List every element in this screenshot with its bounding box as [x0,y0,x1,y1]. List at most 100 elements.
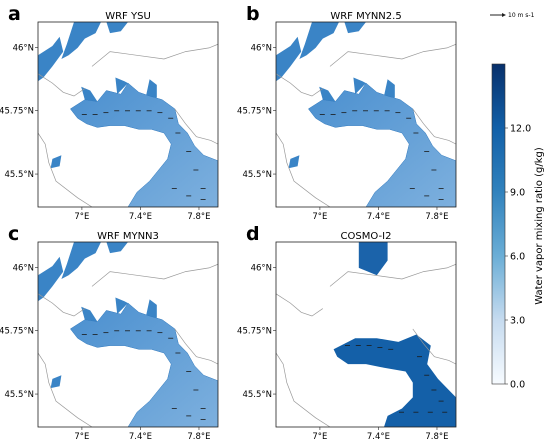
colorbar-title: Water vapor mixing ratio (g/kg) [534,147,545,305]
mixing-ratio-cell [146,79,157,98]
panel-title: WRF MYNN3 [97,231,159,242]
border-line [329,263,456,287]
y-tick-label: 46°N [251,43,272,53]
panel-title: WRF YSU [105,11,151,22]
panel-letter: a [8,3,21,25]
colorbar: 0.0 3.0 6.0 9.0 12.0 Water vapor mixing rati… [491,63,545,391]
x-tick-label: 7.4°E [367,432,390,442]
panel-field [38,242,218,427]
mixing-ratio-cell [50,375,62,389]
border-line [174,108,218,145]
border-line [276,293,323,317]
border-line [91,263,218,287]
colorbar-tick-label: 3.0 [510,316,525,327]
panel-letter: c [8,223,19,245]
panel-title: WRF MYNN2.5 [330,11,401,22]
y-tick-label: 45.5°N [4,170,34,180]
mixing-ratio-cell [276,36,302,82]
border-line [38,132,93,207]
mixing-ratio-cell [288,155,300,169]
mixing-ratio-cell [38,256,64,302]
colorbar-tick-label: 0.0 [510,380,525,391]
y-tick-label: 46°N [13,263,34,273]
y-tick-label: 45.5°N [242,390,272,400]
border-line [38,293,85,317]
mixing-ratio-region [333,334,456,427]
panel-title: COSMO-I2 [341,231,392,242]
panel-field [276,242,456,427]
y-tick-label: 46°N [251,263,272,273]
mixing-ratio-cell [299,22,339,59]
x-tick-label: 7°E [312,212,327,222]
border-line [276,132,331,207]
reference-arrow: 10 m s-1 [490,12,535,19]
mixing-ratio-cell [115,77,128,95]
panel-letter: b [246,3,260,25]
mixing-ratio-cell [358,242,388,276]
panel-frame [275,241,457,428]
panel-field [38,22,218,207]
mixing-ratio-cell [61,22,101,59]
x-tick-label: 7°E [312,432,327,442]
mixing-ratio-cell [61,242,101,279]
x-tick-label: 7.8°E [187,212,210,222]
panel-frame [37,241,219,428]
colorbar-tick-label: 9.0 [510,188,525,199]
reference-arrow-label: 10 m s-1 [508,12,535,19]
panel-a: a WRF YSU 7°E 7.4°E 7.8°E 46°N 45.75°N 45.5°N [0,3,219,222]
border-line [91,43,218,67]
mixing-ratio-cell [38,36,64,82]
border-line [412,108,456,145]
mixing-ratio-cell [384,79,395,98]
colorbar-title-text: Water vapor mixing ratio (g/kg) [534,147,545,305]
panel-frame [275,21,457,208]
colorbar-tick-label: 12.0 [510,124,531,135]
border-line [329,43,456,67]
y-tick-label: 45.75°N [237,107,272,117]
colorbar-ticks: 0.0 3.0 6.0 9.0 12.0 [505,124,531,391]
mixing-ratio-cell [319,86,336,102]
mixing-ratio-cell [106,22,128,34]
border-line [412,328,456,365]
y-tick-label: 45.75°N [0,327,34,337]
x-tick-label: 7.8°E [425,432,448,442]
panel-b: b WRF MYNN2.5 7°E 7.4°E 7.8°E 46°N 45.75°N 45.5… [237,3,457,222]
border-line [174,328,218,365]
mixing-ratio-region [308,82,456,207]
colorbar-bar [491,63,506,385]
panel-field [276,22,456,207]
x-tick-label: 7.8°E [425,212,448,222]
border-line [276,352,331,427]
x-tick-label: 7.4°E [129,432,152,442]
x-tick-label: 7°E [74,212,89,222]
mixing-ratio-cell [353,77,366,95]
colorbar-tick-label: 6.0 [510,252,525,263]
mixing-ratio-region [70,82,218,207]
mixing-ratio-region [70,302,218,427]
mixing-ratio-cell [106,242,128,254]
mixing-ratio-cell [344,22,366,34]
mixing-ratio-cell [81,306,98,322]
panel-frame [37,21,219,208]
y-tick-label: 45.75°N [0,107,34,117]
border-line [276,73,323,97]
x-tick-label: 7°E [74,432,89,442]
x-tick-label: 7.4°E [367,212,390,222]
x-tick-label: 7.8°E [187,432,210,442]
panel-letter: d [246,223,260,245]
y-tick-label: 46°N [13,43,34,53]
y-tick-label: 45.5°N [4,390,34,400]
y-tick-label: 45.5°N [242,170,272,180]
mixing-ratio-cell [146,299,157,318]
mixing-ratio-cell [50,155,62,169]
x-tick-label: 7.4°E [129,212,152,222]
panel-d: d COSMO-I2 7°E 7.4°E 7.8°E 46°N 45.75°N 45.5°N [237,223,457,442]
panel-c: c WRF MYNN3 7°E 7.4°E 7.8°E 46°N 45.75°N 45.5°N [0,223,219,442]
panels: a WRF YSU 7°E 7.4°E 7.8°E 46°N 45.75°N 45.5°N b W… [0,3,457,442]
border-line [38,352,93,427]
y-tick-label: 45.75°N [237,327,272,337]
border-line [38,73,85,97]
mixing-ratio-cell [115,297,128,315]
mixing-ratio-cell [81,86,98,102]
